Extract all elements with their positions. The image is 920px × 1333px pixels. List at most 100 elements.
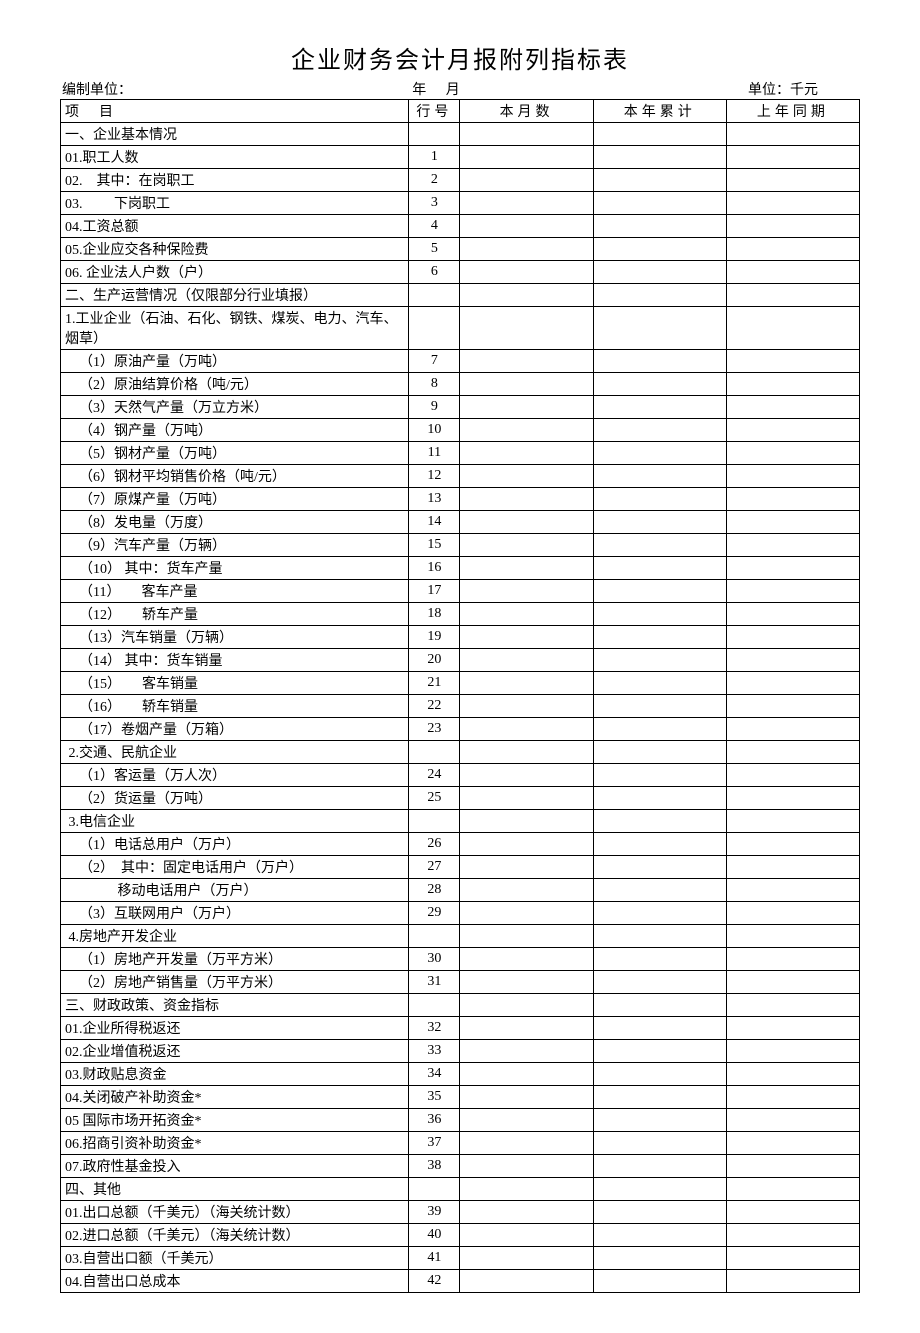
value-cell <box>593 1224 726 1247</box>
rowno-cell: 33 <box>409 1040 460 1063</box>
item-cell: 03.自营出口额（千美元） <box>61 1247 409 1270</box>
table-row: （9）汽车产量（万辆）15 <box>61 534 860 557</box>
rowno-cell: 18 <box>409 603 460 626</box>
rowno-cell: 17 <box>409 580 460 603</box>
value-cell <box>593 1270 726 1293</box>
value-cell <box>460 1086 593 1109</box>
rowno-cell: 38 <box>409 1155 460 1178</box>
value-cell <box>593 284 726 307</box>
value-cell <box>726 810 859 833</box>
value-cell <box>726 350 859 373</box>
item-cell: （8）发电量（万度） <box>61 511 409 534</box>
item-cell: 1.工业企业（石油、石化、钢铁、煤炭、电力、汽车、烟草） <box>61 307 409 350</box>
value-cell <box>726 1224 859 1247</box>
value-cell <box>460 396 593 419</box>
item-cell: （1）客运量（万人次） <box>61 764 409 787</box>
value-cell <box>726 169 859 192</box>
rowno-cell: 42 <box>409 1270 460 1293</box>
value-cell <box>726 695 859 718</box>
value-cell <box>593 534 726 557</box>
rowno-cell: 25 <box>409 787 460 810</box>
value-cell <box>460 626 593 649</box>
value-cell <box>593 833 726 856</box>
value-cell <box>726 1270 859 1293</box>
item-cell: 移动电话用户（万户） <box>61 879 409 902</box>
item-cell: 07.政府性基金投入 <box>61 1155 409 1178</box>
item-cell: （9）汽车产量（万辆） <box>61 534 409 557</box>
table-row: （7）原煤产量（万吨）13 <box>61 488 860 511</box>
value-cell <box>460 1040 593 1063</box>
value-cell <box>726 994 859 1017</box>
value-cell <box>593 925 726 948</box>
value-cell <box>460 534 593 557</box>
item-cell: 02.进口总额（千美元）（海关统计数） <box>61 1224 409 1247</box>
table-row: 03. 下岗职工3 <box>61 192 860 215</box>
rowno-cell: 12 <box>409 465 460 488</box>
table-row: （1）原油产量（万吨）7 <box>61 350 860 373</box>
value-cell <box>460 833 593 856</box>
rowno-cell: 34 <box>409 1063 460 1086</box>
value-cell <box>460 672 593 695</box>
item-cell: 01.职工人数 <box>61 146 409 169</box>
value-cell <box>726 534 859 557</box>
value-cell <box>726 488 859 511</box>
rowno-cell: 14 <box>409 511 460 534</box>
value-cell <box>726 307 859 350</box>
value-cell <box>460 1178 593 1201</box>
value-cell <box>593 488 726 511</box>
rowno-cell: 6 <box>409 261 460 284</box>
rowno-cell: 10 <box>409 419 460 442</box>
value-cell <box>726 373 859 396</box>
value-cell <box>726 971 859 994</box>
item-cell: 01.出口总额（千美元）（海关统计数） <box>61 1201 409 1224</box>
value-cell <box>593 442 726 465</box>
value-cell <box>460 580 593 603</box>
rowno-cell <box>409 123 460 146</box>
value-cell <box>593 879 726 902</box>
value-cell <box>726 764 859 787</box>
value-cell <box>460 557 593 580</box>
rowno-cell <box>409 994 460 1017</box>
value-cell <box>593 787 726 810</box>
value-cell <box>593 557 726 580</box>
value-cell <box>460 1201 593 1224</box>
item-cell: 3.电信企业 <box>61 810 409 833</box>
rowno-cell <box>409 1178 460 1201</box>
value-cell <box>460 948 593 971</box>
value-cell <box>460 465 593 488</box>
value-cell <box>726 511 859 534</box>
value-cell <box>726 1178 859 1201</box>
value-cell <box>726 1017 859 1040</box>
item-cell: （3）天然气产量（万立方米） <box>61 396 409 419</box>
table-row: （3）天然气产量（万立方米）9 <box>61 396 860 419</box>
rowno-cell: 2 <box>409 169 460 192</box>
value-cell <box>726 192 859 215</box>
value-cell <box>460 1247 593 1270</box>
table-row: 02.进口总额（千美元）（海关统计数）40 <box>61 1224 860 1247</box>
rowno-cell: 1 <box>409 146 460 169</box>
rowno-cell: 15 <box>409 534 460 557</box>
value-cell <box>593 695 726 718</box>
item-cell: （14） 其中：货车销量 <box>61 649 409 672</box>
table-header-row: 项目 行号 本月数 本年累计 上年同期 <box>61 100 860 123</box>
value-cell <box>726 580 859 603</box>
value-cell <box>593 215 726 238</box>
rowno-cell: 41 <box>409 1247 460 1270</box>
table-row: （2）货运量（万吨）25 <box>61 787 860 810</box>
value-cell <box>593 1040 726 1063</box>
value-cell <box>460 1109 593 1132</box>
table-row: 01.职工人数1 <box>61 146 860 169</box>
value-cell <box>726 718 859 741</box>
value-cell <box>726 146 859 169</box>
value-cell <box>593 1155 726 1178</box>
table-row: （1）客运量（万人次）24 <box>61 764 860 787</box>
value-cell <box>593 810 726 833</box>
rowno-cell: 39 <box>409 1201 460 1224</box>
table-row: 四、其他 <box>61 1178 860 1201</box>
value-cell <box>460 1155 593 1178</box>
table-row: 04.关闭破产补助资金*35 <box>61 1086 860 1109</box>
value-cell <box>726 603 859 626</box>
value-cell <box>593 396 726 419</box>
value-cell <box>726 1132 859 1155</box>
value-cell <box>593 192 726 215</box>
